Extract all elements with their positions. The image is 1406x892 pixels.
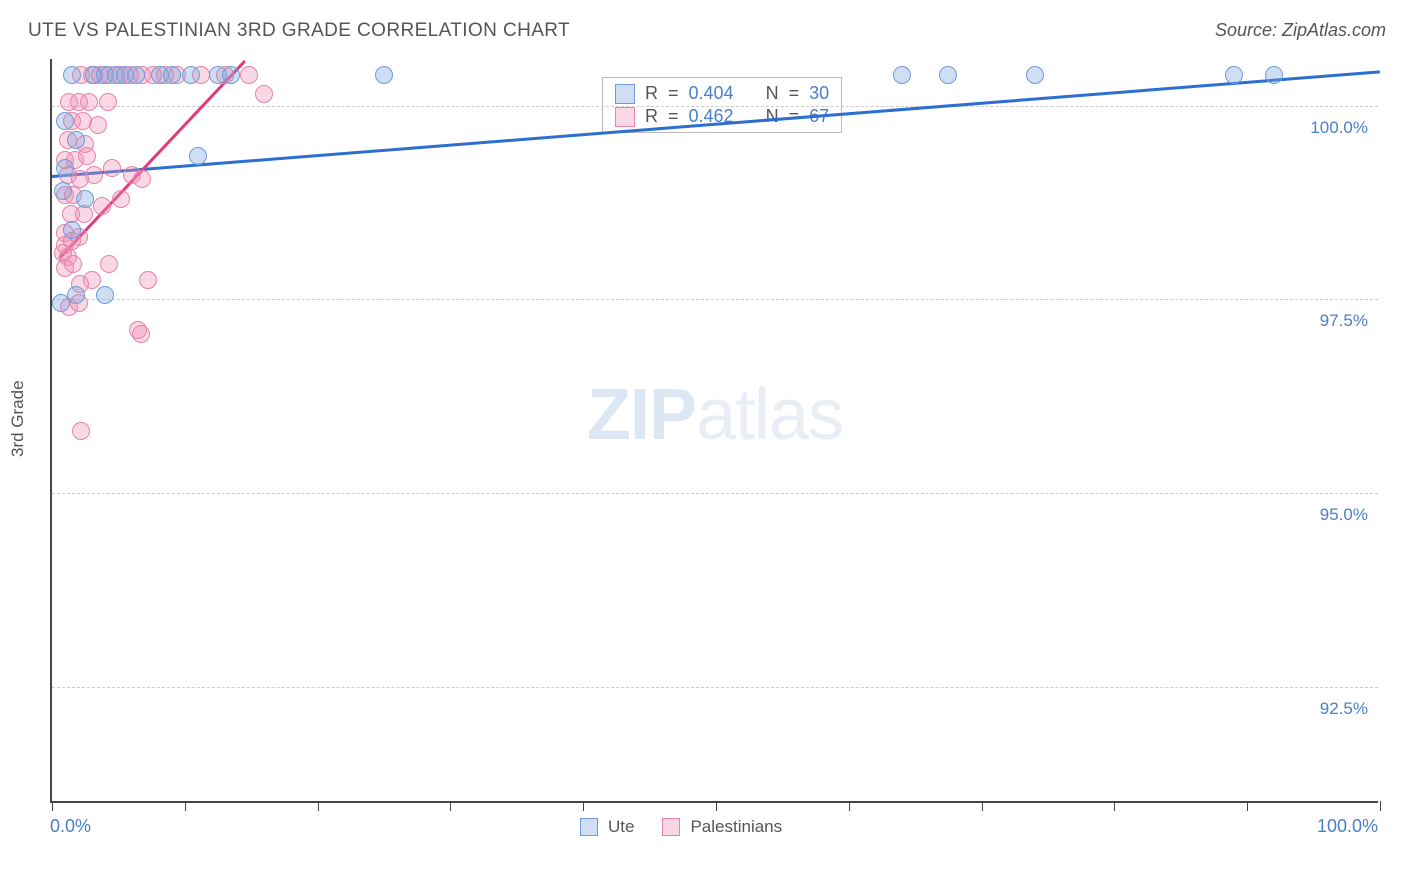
marker-palestinians <box>103 159 121 177</box>
gridline <box>52 687 1378 688</box>
x-tick <box>1114 801 1115 811</box>
legend-eq: = <box>789 83 800 104</box>
series-legend: Ute Palestinians <box>580 817 782 837</box>
x-tick <box>318 801 319 811</box>
legend-r-ute: 0.404 <box>689 83 734 104</box>
swatch-ute <box>615 84 635 104</box>
marker-palestinians <box>112 190 130 208</box>
plot-area: ZIPatlas R = 0.404 N = 30 R = 0.462 N = <box>50 59 1378 803</box>
legend-eq: = <box>668 106 679 127</box>
watermark-bold: ZIP <box>587 375 696 455</box>
chart-container: 3rd Grade ZIPatlas R = 0.404 N = 30 R = … <box>10 47 1396 847</box>
chart-title: UTE VS PALESTINIAN 3RD GRADE CORRELATION… <box>28 20 570 42</box>
gridline <box>52 106 1378 107</box>
marker-ute <box>1225 66 1243 84</box>
marker-ute <box>76 190 94 208</box>
marker-ute <box>375 66 393 84</box>
marker-palestinians <box>93 197 111 215</box>
marker-ute <box>54 182 72 200</box>
marker-palestinians <box>89 116 107 134</box>
y-tick-label: 95.0% <box>1318 505 1370 525</box>
source-label: Source: ZipAtlas.com <box>1215 20 1386 41</box>
gridline <box>52 299 1378 300</box>
x-tick <box>450 801 451 811</box>
legend-r-label: R <box>645 83 658 104</box>
swatch-pal <box>615 107 635 127</box>
legend-r-label: R <box>645 106 658 127</box>
marker-palestinians <box>255 85 273 103</box>
series-label-pal: Palestinians <box>690 817 782 837</box>
x-tick <box>52 801 53 811</box>
y-tick-label: 97.5% <box>1318 311 1370 331</box>
marker-ute <box>893 66 911 84</box>
marker-ute <box>127 66 145 84</box>
legend-row-ute: R = 0.404 N = 30 <box>615 82 829 105</box>
swatch-ute-bottom <box>580 818 598 836</box>
legend-n-label: N <box>766 106 779 127</box>
x-min-label: 0.0% <box>50 816 91 837</box>
marker-palestinians <box>240 66 258 84</box>
swatch-pal-bottom <box>662 818 680 836</box>
x-tick <box>849 801 850 811</box>
marker-ute <box>63 221 81 239</box>
watermark: ZIPatlas <box>587 374 843 456</box>
marker-palestinians <box>100 255 118 273</box>
series-label-ute: Ute <box>608 817 634 837</box>
marker-palestinians <box>99 93 117 111</box>
x-tick <box>185 801 186 811</box>
marker-ute <box>182 66 200 84</box>
y-axis-label: 3rd Grade <box>8 380 28 457</box>
marker-ute <box>56 159 74 177</box>
marker-palestinians <box>133 170 151 188</box>
marker-palestinians <box>72 422 90 440</box>
marker-palestinians <box>75 205 93 223</box>
marker-ute <box>163 66 181 84</box>
marker-ute <box>189 147 207 165</box>
marker-ute <box>67 131 85 149</box>
marker-palestinians <box>64 255 82 273</box>
marker-palestinians <box>85 166 103 184</box>
legend-n-label: N <box>766 83 779 104</box>
marker-ute <box>56 112 74 130</box>
marker-ute <box>939 66 957 84</box>
legend-n-ute: 30 <box>809 83 829 104</box>
x-max-label: 100.0% <box>1317 816 1378 837</box>
legend-eq: = <box>668 83 679 104</box>
x-tick <box>583 801 584 811</box>
y-tick-label: 100.0% <box>1308 118 1370 138</box>
marker-palestinians <box>78 147 96 165</box>
marker-ute <box>96 286 114 304</box>
x-tick <box>1380 801 1381 811</box>
y-tick-label: 92.5% <box>1318 699 1370 719</box>
marker-ute <box>1265 66 1283 84</box>
x-tick <box>716 801 717 811</box>
marker-palestinians <box>80 93 98 111</box>
x-tick <box>982 801 983 811</box>
watermark-thin: atlas <box>696 375 843 455</box>
marker-palestinians <box>132 325 150 343</box>
marker-palestinians <box>83 271 101 289</box>
marker-ute <box>1026 66 1044 84</box>
marker-ute <box>222 66 240 84</box>
marker-ute <box>52 294 70 312</box>
marker-ute <box>63 66 81 84</box>
marker-palestinians <box>139 271 157 289</box>
gridline <box>52 493 1378 494</box>
x-tick <box>1247 801 1248 811</box>
